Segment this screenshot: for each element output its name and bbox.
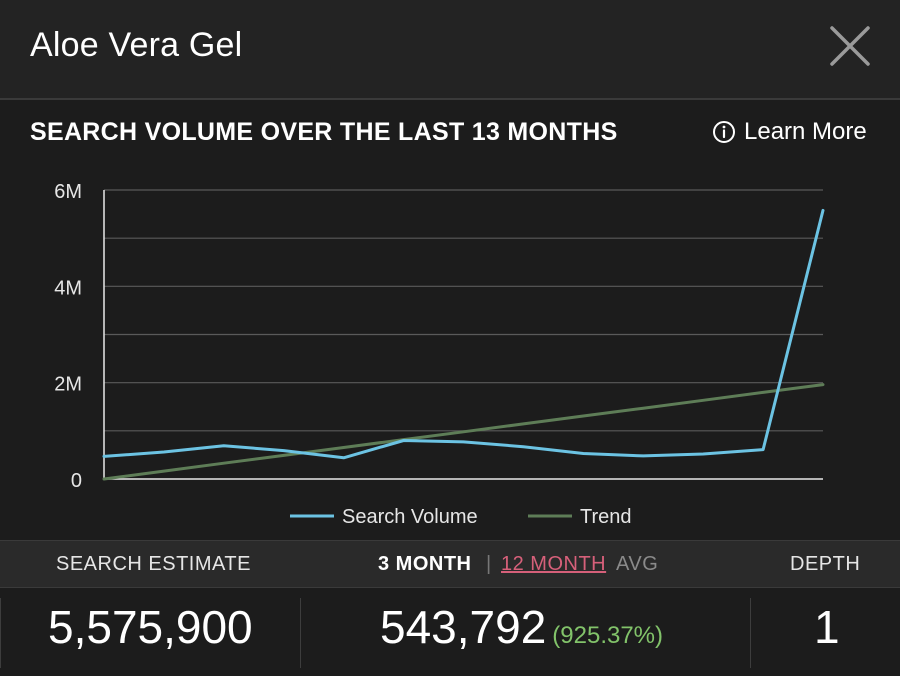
series-line-search-volume	[102, 208, 825, 460]
search-estimate-label: SEARCH ESTIMATE	[56, 553, 251, 575]
y-tick-label: 2M	[54, 374, 82, 396]
learn-more-label: Learn More	[744, 118, 867, 145]
three-month-label[interactable]: 3 MONTH	[378, 553, 472, 575]
header-bar: Aloe Vera Gel	[0, 0, 900, 100]
info-icon	[713, 121, 735, 143]
close-icon	[830, 26, 870, 66]
avg-label: AVG	[616, 553, 659, 575]
y-tick-label: 4M	[54, 277, 82, 299]
series-line-trend	[102, 383, 825, 481]
twelve-month-link[interactable]: 12 MONTH	[501, 553, 607, 575]
stats-panel: SEARCH ESTIMATE 3 MONTH | 12 MONTH AVG D…	[0, 540, 900, 676]
legend-label: Trend	[580, 506, 632, 528]
stats-divider-right	[750, 598, 751, 668]
section-title: SEARCH VOLUME OVER THE LAST 13 MONTHS	[30, 118, 618, 146]
page-title: Aloe Vera Gel	[30, 26, 243, 64]
label-separator: |	[486, 553, 492, 575]
stats-divider-middle	[300, 598, 301, 668]
search-volume-chart: 0 2M 4M 6M Search Volume Trend	[54, 181, 825, 528]
search-estimate-value: 5,575,900	[48, 601, 253, 653]
stats-labels-row: SEARCH ESTIMATE 3 MONTH | 12 MONTH AVG D…	[0, 540, 900, 588]
y-tick-label: 0	[71, 470, 82, 492]
depth-label: DEPTH	[790, 553, 861, 575]
close-button[interactable]	[826, 22, 874, 70]
depth-value: 1	[814, 601, 840, 653]
average-value: 543,792 (925.37%)	[380, 600, 663, 654]
average-change: (925.37%)	[552, 622, 664, 649]
stats-values-row: 5,575,900 543,792 (925.37%) 1	[0, 588, 900, 676]
average-number: 543,792	[380, 601, 547, 653]
legend-label: Search Volume	[342, 506, 478, 528]
learn-more-link[interactable]: Learn More	[712, 118, 867, 146]
y-tick-label: 6M	[54, 181, 82, 203]
stats-divider-left	[0, 598, 1, 668]
